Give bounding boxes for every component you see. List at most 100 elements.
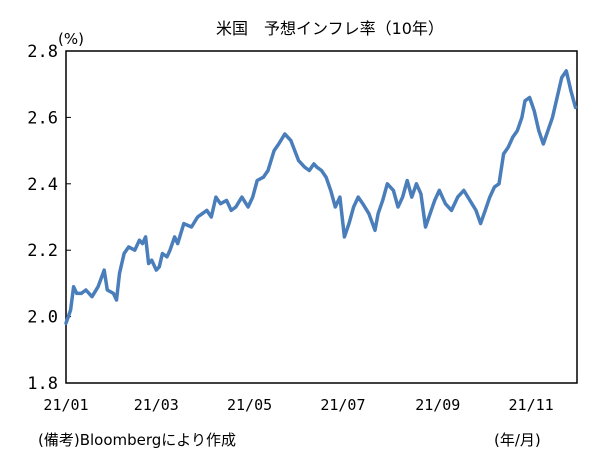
data-point [410, 196, 413, 199]
data-point [256, 179, 259, 182]
x-tick-label: 21/09 [415, 396, 460, 414]
x-tick-label: 21/05 [227, 396, 272, 414]
data-point [498, 182, 500, 185]
data-point [97, 285, 100, 288]
data-point [502, 152, 505, 155]
data-point [234, 206, 237, 208]
data-point [166, 255, 168, 258]
data-point [574, 106, 577, 109]
data-point [338, 196, 341, 199]
data-point [230, 209, 233, 212]
data-point [210, 216, 213, 218]
data-point [533, 109, 536, 112]
data-point [343, 235, 346, 238]
data-point [569, 89, 572, 92]
chart-title: 米国 予想インフレ率（10年） [216, 19, 444, 38]
data-point [118, 272, 121, 275]
data-point [516, 129, 519, 132]
y-tick-label: 2.4 [27, 175, 58, 195]
source-note: (備考)Bloombergにより作成 [38, 431, 236, 449]
data-point [182, 222, 185, 225]
y-tick-label: 2.2 [27, 241, 58, 261]
data-point [488, 196, 491, 199]
data-point [397, 206, 399, 208]
data-point [357, 196, 360, 199]
data-point [493, 186, 496, 189]
data-point [150, 259, 153, 262]
data-point [273, 149, 276, 152]
series-points [65, 69, 577, 325]
data-point [289, 139, 292, 142]
data-point [214, 196, 217, 199]
data-point [329, 189, 332, 192]
x-axis: 21/01 21/03 21/05 21/07 21/09 21/11 [43, 396, 553, 414]
data-point [312, 162, 315, 165]
x-tick-label: 21/07 [320, 396, 365, 414]
x-tick-label: 21/03 [134, 396, 179, 414]
data-point [565, 69, 568, 72]
data-point [112, 292, 115, 295]
data-point [433, 199, 436, 202]
data-point [438, 189, 441, 192]
data-point [348, 222, 350, 225]
data-point [147, 262, 150, 265]
data-point [176, 242, 179, 245]
data-point [542, 143, 545, 145]
data-point [537, 129, 540, 132]
y-axis: 2.8 2.6 2.4 2.2 2.0 1.8 [27, 42, 71, 394]
data-point [325, 176, 328, 179]
data-point [277, 143, 280, 145]
data-point [367, 212, 370, 215]
data-point [201, 212, 204, 215]
data-point [158, 265, 161, 268]
plot-area [65, 50, 578, 384]
data-point [392, 189, 395, 192]
y-tick-label: 2.8 [27, 42, 58, 62]
data-point [225, 199, 228, 202]
data-point [65, 322, 67, 325]
data-point [251, 196, 254, 199]
data-point [377, 212, 380, 215]
data-point [303, 166, 306, 169]
data-point [352, 206, 355, 208]
data-point [190, 226, 193, 228]
data-point [283, 133, 286, 135]
data-point [520, 116, 523, 119]
data-point [240, 196, 243, 199]
data-point [456, 196, 459, 199]
data-point [386, 182, 389, 185]
series-line [64, 69, 578, 325]
data-point [424, 226, 427, 228]
data-point [462, 189, 465, 192]
data-point [444, 202, 447, 205]
data-point [374, 229, 376, 232]
y-unit-label: (%) [58, 30, 84, 48]
data-point [546, 129, 549, 132]
data-point [406, 179, 409, 182]
data-point [468, 199, 471, 202]
data-point [484, 209, 487, 212]
x-tick-label: 21/11 [509, 396, 554, 414]
data-point [144, 235, 147, 238]
data-point [475, 209, 477, 212]
data-point [141, 242, 144, 245]
data-point [138, 239, 141, 242]
y-tick-label: 2.0 [27, 308, 58, 328]
data-point [219, 202, 222, 205]
data-point [429, 212, 432, 215]
data-point [479, 222, 482, 225]
data-point [551, 116, 554, 119]
data-point [75, 292, 78, 295]
data-point [247, 206, 250, 208]
data-point [133, 249, 136, 252]
data-point [450, 209, 453, 212]
data-point [84, 289, 87, 291]
data-point [106, 289, 109, 291]
data-point [115, 299, 118, 301]
data-point [320, 169, 323, 172]
data-point [511, 136, 514, 139]
data-point [72, 285, 75, 288]
data-point [381, 199, 384, 202]
data-point [103, 269, 106, 272]
y-tick-label: 2.6 [27, 108, 58, 128]
